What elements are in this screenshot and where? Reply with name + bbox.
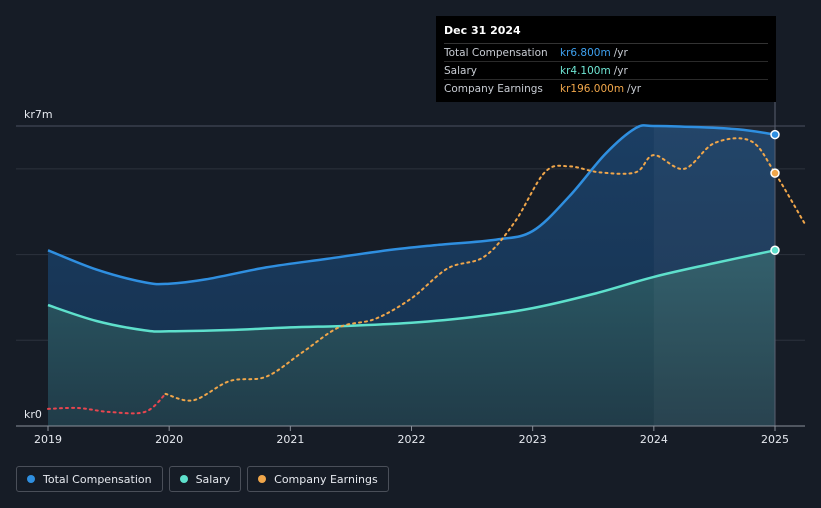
x-tick-label: 2025 — [761, 433, 789, 446]
tooltip: Dec 31 2024 Total Compensation kr6.800m … — [436, 16, 776, 102]
tooltip-value: kr4.100m — [560, 65, 611, 77]
x-tick-label: 2022 — [398, 433, 426, 446]
highlight-band — [653, 126, 775, 426]
tooltip-label: Total Compensation — [444, 47, 548, 59]
legend-dot-icon — [27, 475, 35, 483]
total-compensation-line — [47, 124, 776, 286]
tooltip-row-company-earnings: Company Earnings kr196.000m /yr — [444, 80, 768, 97]
tooltip-label: Company Earnings — [444, 83, 543, 95]
tooltip-label: Salary — [444, 65, 477, 77]
legend-item-salary[interactable]: Salary — [168, 466, 242, 492]
company-earnings-marker — [770, 168, 780, 178]
salary-marker — [770, 245, 780, 256]
company-earnings-line — [164, 137, 807, 402]
tooltip-unit: /yr — [627, 83, 642, 95]
x-tick-label: 2019 — [34, 433, 62, 446]
x-tick-label: 2021 — [276, 433, 304, 446]
legend-label: Company Earnings — [274, 472, 378, 486]
legend-item-company-earnings[interactable]: Company Earnings — [247, 466, 389, 492]
y-tick-label: kr0 — [24, 408, 42, 421]
legend-label: Salary — [195, 472, 231, 486]
tooltip-row-salary: Salary kr4.100m /yr — [444, 62, 768, 80]
tooltip-unit: /yr — [613, 47, 628, 59]
tooltip-unit: /yr — [613, 65, 628, 77]
y-tick-label: kr7m — [24, 108, 53, 121]
legend: Total Compensation Salary Company Earnin… — [16, 466, 389, 492]
total-compensation-marker — [770, 129, 780, 140]
legend-dot-icon — [258, 475, 267, 483]
x-tick-label: 2020 — [155, 433, 183, 446]
legend-dot-icon — [179, 475, 188, 483]
legend-label: Total Compensation — [43, 472, 152, 486]
x-tick-label: 2024 — [640, 433, 668, 446]
tooltip-date: Dec 31 2024 — [444, 24, 768, 44]
tooltip-value: kr196.000m — [560, 83, 625, 95]
legend-item-total-compensation[interactable]: Total Compensation — [16, 466, 163, 492]
x-tick-label: 2023 — [519, 433, 547, 446]
tooltip-row-total-compensation: Total Compensation kr6.800m /yr — [444, 44, 768, 62]
tooltip-value: kr6.800m — [560, 47, 611, 59]
company-earnings-loss-line — [47, 392, 167, 415]
salary-line — [47, 249, 776, 333]
